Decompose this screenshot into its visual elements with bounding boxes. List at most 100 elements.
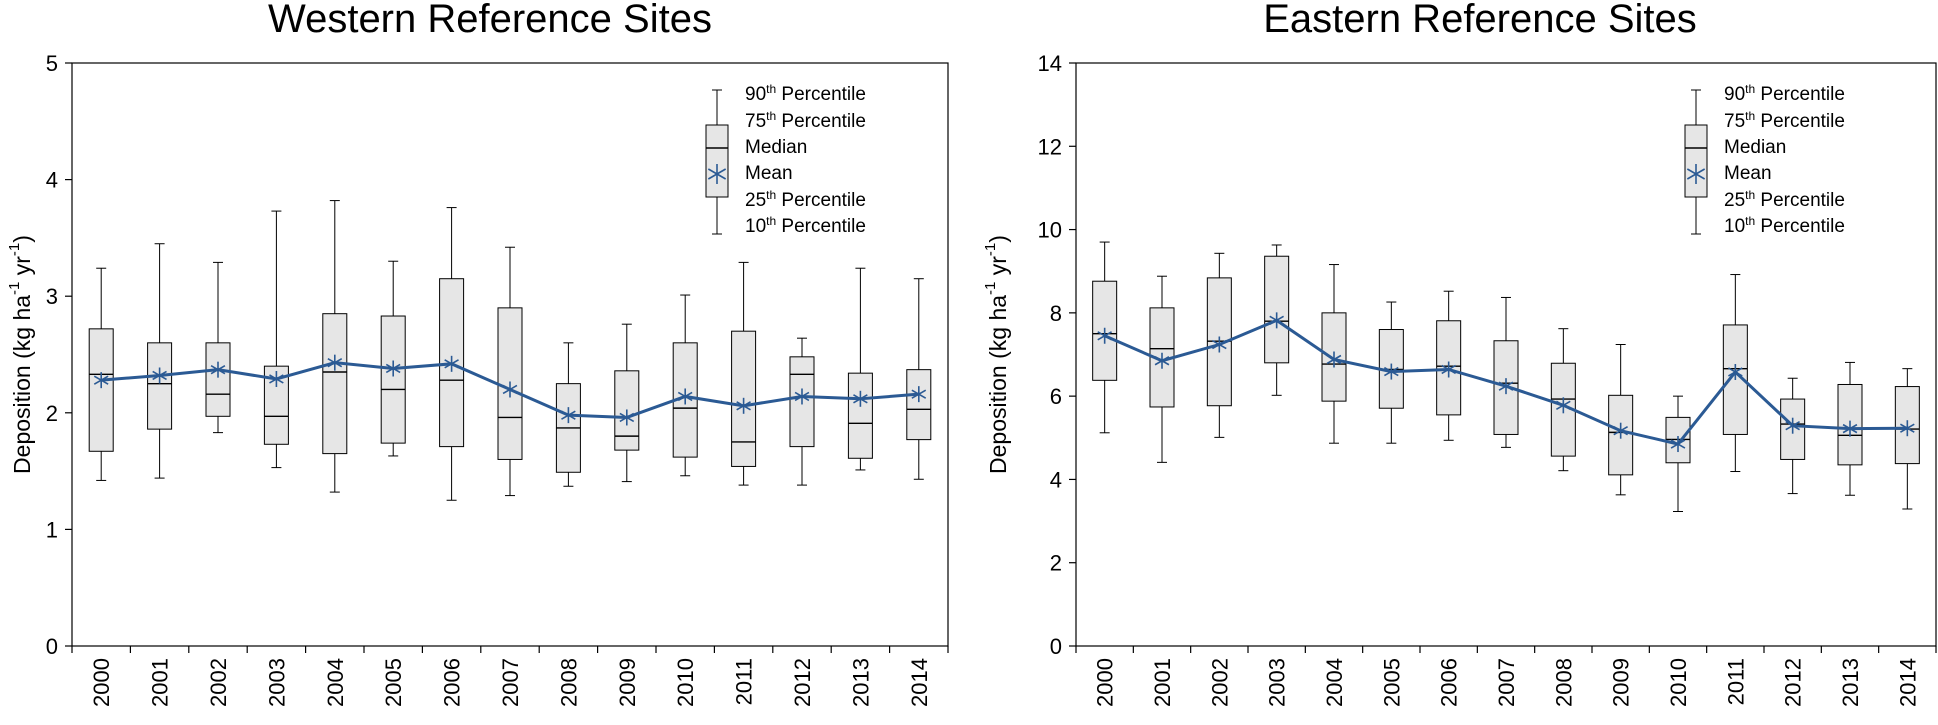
y-tick-label: 3 [46,284,58,309]
mean-marker-stroke [327,357,343,368]
mean-marker-stroke [707,168,727,180]
x-tick-label: 2013 [1838,658,1863,707]
x-tick-label: 2003 [264,658,289,707]
mean-marker-stroke [911,389,927,399]
mean-marker [1326,351,1342,368]
box-2012 [1780,377,1806,495]
mean-marker [444,355,459,372]
box-2013 [847,267,873,471]
legend-label-superscript: th [1745,188,1755,202]
legend-label: 25th Percentile [1724,188,1845,211]
legend-label-base: Median [745,137,807,158]
mean-marker-stroke [444,359,459,369]
legend-label-base: Median [1724,137,1786,158]
x-tick-label: 2005 [1379,658,1404,707]
legend-label-base: 10 [1724,216,1745,237]
mean-marker [1900,420,1915,437]
legend-label: 25th Percentile [745,188,866,211]
mean-marker-stroke [1269,315,1284,326]
y-tick-label: 0 [46,634,58,659]
y-axis-label-part: ) [9,235,35,243]
box-2006 [439,207,465,501]
mean-marker [1441,361,1456,378]
box-2001 [1149,275,1175,463]
y-tick-label: 6 [1050,384,1062,409]
chart-panel-1: Western Reference Sites 0 1 2 3 4 5 Deposition … [6,0,949,707]
y-axis-label-superscript: -1 [6,282,23,295]
mean-marker [502,381,518,398]
legend-label-rest: Percentile [776,84,866,105]
legend-label-base: 10 [745,216,766,237]
box-2012 [789,337,815,486]
x-tick-label: 2009 [1609,658,1634,707]
box-iqr [322,313,348,455]
x-tick-label: 2000 [89,658,114,707]
legend-label: 75th Percentile [745,109,866,132]
legend-box [1684,124,1708,198]
box-iqr [906,369,932,441]
mean-marker-stroke [853,394,868,404]
mean-marker [1842,420,1858,437]
y-axis-label-part: ) [985,235,1011,243]
plot-frame [71,62,949,647]
x-tick-label: 2008 [556,658,581,707]
legend-label-superscript: th [766,188,776,202]
mean-marker [1154,352,1170,369]
x-tick-label: 2006 [1437,658,1462,707]
legend-label-rest: Percentile [776,216,866,237]
mean-marker [1498,378,1514,395]
legend-mean-marker [1686,164,1706,184]
box-2010 [672,294,698,477]
y-tick-label: 5 [46,51,58,76]
legend-label-superscript: th [1745,214,1755,228]
y-tick-label: 1 [46,517,58,542]
x-tick-label: 2005 [381,658,406,707]
mean-marker-stroke [502,384,518,395]
legend-label: 10th Percentile [745,214,866,237]
mean-marker-stroke [93,375,109,385]
box-2004 [322,200,348,493]
legend-label: 10th Percentile [1724,214,1845,237]
mean-marker [1613,422,1628,439]
legend-label-base: 75 [745,111,766,132]
y-tick-label: 8 [1050,301,1062,326]
box-iqr [1436,320,1462,416]
mean-marker-stroke [1686,168,1706,180]
box-2002 [205,261,231,434]
x-tick-label: 2014 [907,658,932,707]
box-2005 [380,260,406,457]
legend-label-rest: Percentile [1755,84,1845,105]
legend-label: Median [1724,137,1786,158]
legend-label: 90th Percentile [745,82,866,105]
mean-marker-stroke [210,364,226,375]
mean-marker [911,386,927,403]
box-2003 [1264,244,1290,396]
mean-marker-stroke [1785,421,1800,431]
chart-title: Eastern Reference Sites [1263,0,1697,41]
legend-box [705,124,729,198]
mean-marker [269,370,284,387]
mean-marker-stroke [1384,366,1399,377]
chart-panel-2: Eastern Reference Sites 0 2 4 6 8 10 12 14 Deposi… [982,0,1937,707]
y-tick-label: 4 [1050,467,1062,492]
mean-marker-stroke [1728,367,1743,377]
mean-marker-stroke [1498,381,1514,391]
y-axis-label-superscript: -1 [982,243,999,256]
mean-marker [1212,336,1227,353]
y-axis-label-part: yr [9,256,35,282]
box-2010 [1665,395,1691,512]
x-tick-label: 2012 [790,658,815,707]
x-tick-label: 2003 [1265,658,1290,707]
legend-label-superscript: th [766,214,776,228]
y-axis-label-superscript: -1 [6,243,23,256]
mean-marker-stroke [1097,331,1112,341]
legend-label: Mean [745,163,793,184]
mean-marker-stroke [794,391,810,402]
legend-label-rest: Percentile [1755,111,1845,132]
legend-label-base: 25 [745,190,766,211]
mean-marker-stroke [1842,423,1858,434]
mean-marker [1269,312,1284,329]
mean-marker-stroke [1441,364,1456,375]
mean-marker [327,354,343,371]
mean-marker [93,372,109,389]
